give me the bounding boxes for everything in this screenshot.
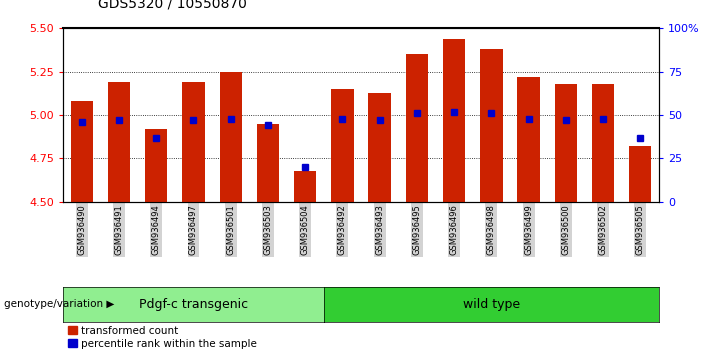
Bar: [592, 84, 614, 202]
Text: genotype/variation ▶: genotype/variation ▶: [4, 299, 114, 309]
Bar: [554, 84, 577, 202]
Bar: [480, 49, 503, 202]
Bar: [257, 124, 279, 202]
Bar: [406, 55, 428, 202]
Bar: [517, 77, 540, 202]
Text: GDS5320 / 10550870: GDS5320 / 10550870: [98, 0, 247, 11]
Bar: [369, 92, 391, 202]
Bar: [629, 146, 651, 202]
Legend: transformed count, percentile rank within the sample: transformed count, percentile rank withi…: [68, 326, 257, 349]
Bar: [71, 101, 93, 202]
Bar: [331, 89, 353, 202]
Bar: [145, 129, 168, 202]
Text: Pdgf-c transgenic: Pdgf-c transgenic: [139, 298, 248, 311]
Bar: [219, 72, 242, 202]
Bar: [182, 82, 205, 202]
Text: wild type: wild type: [463, 298, 520, 311]
Bar: [443, 39, 465, 202]
Bar: [294, 171, 316, 202]
Bar: [108, 82, 130, 202]
